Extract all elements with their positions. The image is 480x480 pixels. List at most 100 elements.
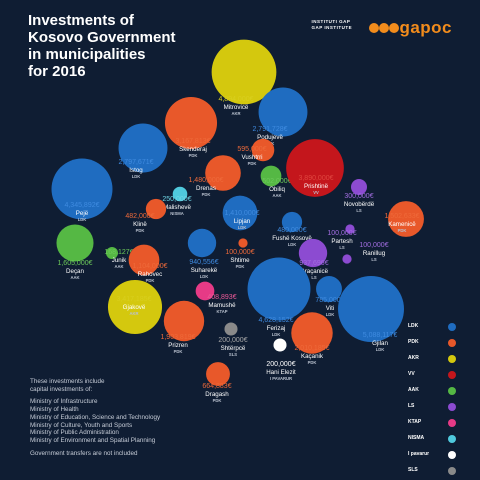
bubble-vushtrri — [251, 138, 275, 162]
party-label: LDK — [272, 332, 281, 337]
bubble-drenas — [205, 155, 241, 191]
legend-swatch — [448, 371, 456, 379]
party-label: LDK — [288, 242, 297, 247]
bubble-mamushë — [195, 281, 215, 301]
party-label: LDK — [326, 312, 335, 317]
municipality-label: Partesh — [331, 238, 353, 245]
municipality-label: Viti — [326, 305, 334, 312]
municipality-label: Klinë — [133, 221, 147, 228]
value-label: 1,104,000€ — [132, 263, 167, 270]
bubble-prishtinë — [286, 139, 344, 197]
value-label: 4,628,152€ — [258, 317, 293, 324]
value-label: 940,556€ — [189, 259, 218, 266]
value-label: 480,000€ — [277, 227, 306, 234]
legend-swatch — [448, 451, 456, 459]
value-label: 3,167,813€ — [175, 138, 210, 145]
value-label: 3,890,000€ — [298, 175, 333, 182]
bubble-suharekë — [187, 228, 217, 258]
legend-swatch — [448, 419, 456, 427]
legend-label: VV — [408, 371, 415, 377]
bubble-klinë — [145, 198, 167, 220]
legend-item: KTAP — [408, 418, 460, 428]
municipality-label: Graçanicë — [300, 268, 329, 275]
municipality-label: Ferizaj — [267, 325, 286, 332]
value-label: 482,000€ — [125, 213, 154, 220]
value-label: 1,605,000€ — [57, 260, 92, 267]
value-label: 2,797,671€ — [118, 159, 153, 166]
bubble-kamenicë — [388, 201, 424, 237]
legend-label: AKR — [408, 355, 419, 361]
bubble-viti — [316, 276, 342, 302]
legend-swatch — [448, 339, 456, 347]
municipality-label: Obiliq — [269, 186, 285, 193]
party-label: PDK — [248, 161, 257, 166]
bubble-shtërpcë — [224, 322, 238, 336]
party-label: PDK — [213, 398, 222, 403]
ministry-item: Ministry of Health — [30, 405, 79, 413]
municipality-label: Novobërdë — [344, 201, 375, 208]
legend-swatch — [448, 323, 456, 331]
party-label: PDK — [236, 264, 245, 269]
party-label: PDK — [174, 349, 183, 354]
municipality-label: Shtime — [230, 257, 250, 264]
municipality-label: Prizren — [168, 342, 188, 349]
notes-intro-line: capital investments of: — [30, 385, 93, 393]
bubble-deçan — [56, 224, 94, 262]
ministry-item: Ministry of Environment and Spatial Plan… — [30, 437, 156, 445]
party-label: LDK — [78, 217, 87, 222]
legend-item: VV — [408, 370, 460, 380]
notes-footer: Government transfers are not included — [30, 450, 138, 458]
municipality-label: Mamushë — [208, 302, 236, 309]
municipality-label: Shtërpcë — [221, 345, 246, 352]
party-label: LDK — [238, 225, 247, 230]
municipality-label: Junik — [112, 257, 127, 264]
bubble-hani-elezit — [273, 338, 287, 352]
legend-label: PDK — [408, 339, 419, 345]
municipality-label: Skenderaj — [179, 146, 207, 153]
bubble-podujevë — [258, 87, 308, 137]
bubble-mitrovicë — [211, 39, 277, 105]
party-label: NISMA — [170, 211, 184, 216]
legend-label: SLS — [408, 467, 418, 473]
party-label: AKR — [129, 311, 138, 316]
bubble-ferizaj — [247, 257, 311, 321]
party-label: AAK — [70, 275, 79, 280]
notes-block: These investments include capital invest… — [30, 378, 160, 458]
party-label: LS — [356, 208, 362, 213]
value-label: 3,417,185€ — [116, 296, 151, 303]
value-label: 2,010,185€ — [294, 345, 329, 352]
party-label: PDK — [136, 228, 145, 233]
municipality-label: Rahovec — [138, 271, 162, 278]
value-label: 4,894,000€ — [218, 96, 253, 103]
value-label: 1,903,819€ — [160, 334, 195, 341]
bubble-rahovec — [128, 244, 160, 276]
bubble-shtime — [238, 238, 248, 248]
bubble-istog — [118, 123, 168, 173]
party-label: LS — [371, 257, 377, 262]
municipality-label: Gjakovë — [123, 304, 146, 311]
value-label: 200,000€ — [266, 361, 295, 368]
logo-dots-icon — [369, 23, 400, 33]
value-label: 100,000€ — [225, 249, 254, 256]
municipality-label: Podujevë — [257, 134, 283, 141]
ministry-item: Ministry of Education, Science and Techn… — [30, 413, 161, 421]
bubble-obiliq — [260, 165, 282, 187]
municipality-label: Deçan — [66, 268, 84, 275]
value-label: 300,000€ — [344, 193, 373, 200]
value-label: 100,000€ — [327, 230, 356, 237]
party-label: PDK — [202, 192, 211, 197]
bubble-prizren — [163, 300, 205, 342]
bubble-partesh — [345, 224, 355, 234]
party-label: LS — [311, 275, 317, 280]
municipality-label: Mitrovicë — [224, 104, 249, 111]
party-label: AKR — [231, 111, 240, 116]
bubble-ranillug — [342, 254, 352, 264]
municipality-label: Kaçanik — [301, 353, 324, 360]
party-label: LDK — [376, 347, 385, 352]
page-title: Investments of Kosovo Government in muni… — [28, 12, 176, 80]
municipality-label: Ranillug — [363, 250, 386, 257]
legend-label: I pavarur — [408, 451, 430, 457]
municipality-label: Kamenicë — [388, 221, 416, 228]
logo-wordmark: gapoc — [369, 18, 452, 37]
